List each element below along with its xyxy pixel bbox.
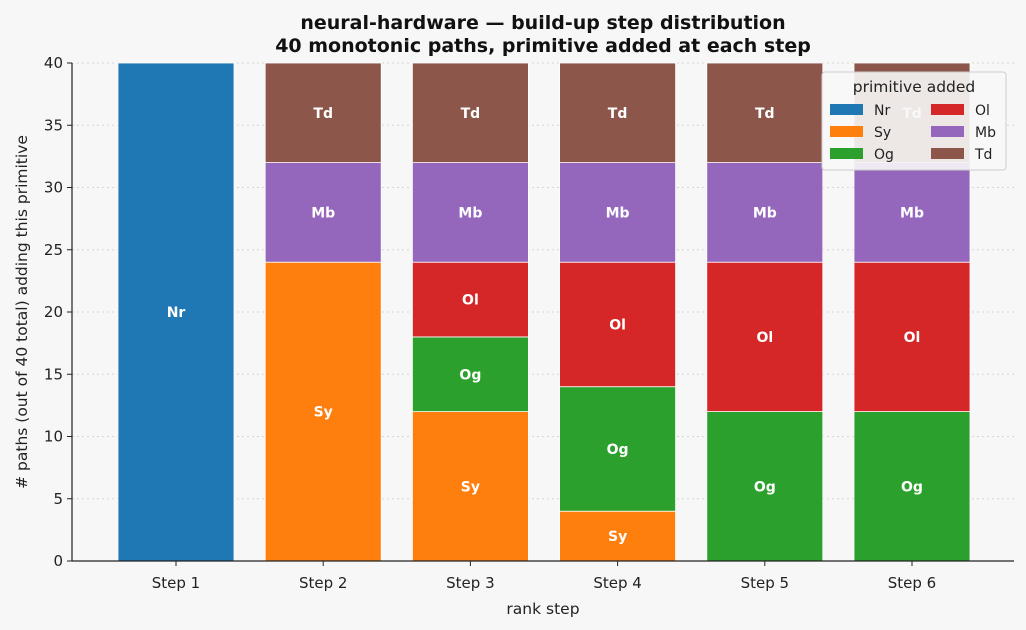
y-tick-label: 15: [44, 365, 63, 383]
segment-label: Og: [901, 479, 923, 495]
y-tick-label: 10: [44, 428, 63, 446]
bar-segment-td: [264, 62, 382, 163]
chart-subtitle: 40 monotonic paths, primitive added at e…: [275, 35, 811, 57]
x-tick-label: Step 3: [446, 574, 494, 592]
segment-label: Mb: [311, 205, 335, 221]
legend-box: [821, 71, 1007, 171]
segment-label: Mb: [753, 205, 777, 221]
bar-segment-td: [411, 62, 529, 163]
bar-segment-mb: [853, 162, 971, 263]
chart-title: neural-hardware — build-up step distribu…: [300, 12, 785, 34]
bar-segment-sy: [411, 411, 529, 562]
bar-segment-og: [706, 411, 824, 562]
segment-label: Nr: [167, 305, 186, 321]
legend: primitive added Nr Sy Og Ol Mb Td: [821, 71, 1007, 171]
bar-segment-ol: [559, 261, 676, 388]
segment-label: Td: [313, 106, 333, 122]
segment-label: Ol: [756, 330, 773, 346]
y-tick-label: 40: [44, 54, 63, 72]
x-tick-label: Step 4: [593, 574, 641, 592]
legend-swatch-sy: [830, 126, 863, 137]
segment-label: Mb: [900, 205, 924, 221]
bar-segment-ol: [853, 261, 971, 413]
segment-label: Sy: [608, 529, 627, 545]
legend-swatch-og: [830, 148, 863, 159]
legend-swatch-nr: [830, 104, 863, 115]
y-axis-label: # paths (out of 40 total) adding this pr…: [13, 135, 31, 489]
bar-segment-td: [559, 62, 676, 163]
legend-label: Ol: [975, 103, 990, 119]
y-tick-label: 25: [44, 241, 63, 259]
bar-segment-og: [411, 336, 529, 412]
x-tick-label: Step 6: [888, 574, 936, 592]
bar-segment-ol: [706, 261, 824, 413]
bar-segment-mb: [559, 162, 676, 263]
segment-label: Ol: [462, 293, 479, 309]
tick-labels: 0 5 10 15 20 25 30 35 40 Step 1 Step 2 Step 3 Step 4…: [44, 54, 936, 592]
segment-label: Td: [461, 106, 481, 122]
segment-label: Og: [607, 442, 629, 458]
legend-swatch-td: [931, 148, 964, 159]
bar-segment-nr: [117, 62, 235, 562]
legend-label: Og: [874, 147, 894, 163]
legend-label: Nr: [874, 103, 890, 119]
x-axis-label: rank step: [506, 600, 579, 618]
x-tick-label: Step 1: [152, 574, 200, 592]
segment-label: Ol: [904, 330, 921, 346]
y-tick-label: 35: [44, 116, 63, 134]
segment-label: Td: [755, 106, 775, 122]
segment-label: Ol: [609, 317, 626, 333]
y-tick-label: 0: [53, 552, 63, 570]
y-tick-label: 20: [44, 303, 63, 321]
bar-segment-og: [853, 411, 971, 562]
legend-label: Td: [974, 147, 992, 163]
bar-segment-mb: [411, 162, 529, 263]
segment-label: Sy: [314, 405, 333, 421]
bar-segment-td: [706, 62, 824, 163]
legend-swatch-ol: [931, 104, 964, 115]
legend-swatch-mb: [931, 126, 964, 137]
legend-items: Nr Sy Og Ol Mb Td: [830, 103, 996, 163]
bar-segment-ol: [411, 261, 529, 338]
segment-label: Og: [459, 367, 481, 383]
bar-segment-sy: [264, 261, 382, 562]
segment-label: Mb: [458, 205, 482, 221]
segment-label: Og: [754, 479, 776, 495]
bar-segment-mb: [706, 162, 824, 263]
y-tick-label: 30: [44, 179, 63, 197]
segment-label: Sy: [461, 479, 480, 495]
bar-segment-sy: [559, 510, 676, 562]
x-tick-label: Step 2: [299, 574, 347, 592]
legend-title: primitive added: [853, 78, 976, 96]
x-tick-label: Step 5: [741, 574, 789, 592]
legend-label: Sy: [874, 125, 891, 141]
y-tick-label: 5: [53, 490, 63, 508]
bar-segment-og: [559, 386, 676, 512]
segment-label: Td: [608, 106, 628, 122]
segment-label: Mb: [606, 205, 630, 221]
legend-label: Mb: [975, 125, 996, 141]
